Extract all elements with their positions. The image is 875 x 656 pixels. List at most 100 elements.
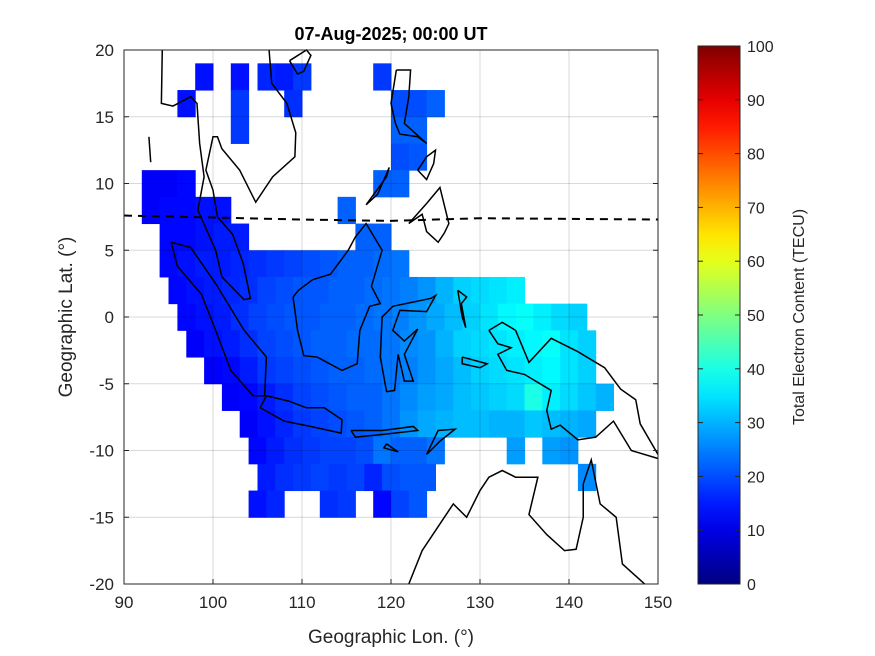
tec-cell <box>542 330 561 358</box>
tec-cell <box>346 276 365 305</box>
tec-cell <box>488 410 508 438</box>
tec-cell <box>364 410 383 438</box>
tec-cell <box>435 276 454 305</box>
coastline <box>288 49 312 75</box>
tec-cell <box>213 303 232 331</box>
x-tick-label: 130 <box>466 593 494 612</box>
tec-cell <box>328 410 347 438</box>
tec-cell <box>373 490 392 518</box>
tec-cell <box>373 223 392 251</box>
x-tick-label: 150 <box>644 593 672 612</box>
tec-cell <box>506 330 525 358</box>
tec-cell <box>355 437 374 465</box>
tec-cell <box>310 463 330 492</box>
tec-cell <box>346 383 365 411</box>
tec-cell <box>346 410 365 438</box>
tec-cell <box>159 223 178 251</box>
chart-title: 07-Aug-2025; 00:00 UT <box>294 24 487 44</box>
tec-cell <box>195 250 214 278</box>
tec-cell <box>141 170 161 198</box>
x-tick-label: 120 <box>377 593 405 612</box>
coastline <box>425 428 458 456</box>
tec-cell <box>275 410 294 438</box>
tec-cell <box>577 330 597 358</box>
tec-cell <box>435 330 454 358</box>
tec-cell <box>453 357 472 385</box>
tec-cell <box>408 90 428 118</box>
tec-cell <box>391 437 410 465</box>
colorbar-tick-label: 60 <box>747 254 765 271</box>
tec-cell <box>266 250 285 278</box>
tec-cell <box>275 383 294 411</box>
tec-cell <box>213 250 232 278</box>
tec-cell <box>302 437 321 465</box>
tec-cell <box>284 303 303 331</box>
colorbar-tick-label: 80 <box>747 147 765 164</box>
tec-cell <box>408 437 428 465</box>
y-tick-label: -20 <box>89 575 114 594</box>
tec-cell <box>177 90 196 118</box>
tec-cell <box>462 303 481 331</box>
coastline <box>292 222 383 372</box>
grid-lines <box>123 49 659 585</box>
tec-cell <box>293 357 312 385</box>
tec-cell <box>328 463 347 492</box>
tec-cell <box>506 357 525 385</box>
tec-cell <box>524 330 543 358</box>
y-tick-label: 5 <box>105 241 114 260</box>
tec-cell <box>275 463 294 492</box>
tec-cell <box>248 490 267 518</box>
tec-cell <box>515 303 534 331</box>
tec-cell <box>435 383 454 411</box>
tec-cell <box>293 63 312 91</box>
tec-cell <box>373 63 392 91</box>
axis-ticks: 90 100 110 120 130 140 150 20 15 10 5 0 -5 -10 -15 -20 <box>89 41 672 612</box>
tec-cell <box>230 90 250 118</box>
tec-cell <box>382 276 401 305</box>
tec-cell <box>444 303 463 331</box>
tec-cell <box>560 330 579 358</box>
tec-cell <box>524 383 543 411</box>
tec-cell <box>159 196 178 225</box>
tec-cell <box>221 330 241 358</box>
tec-cell <box>257 276 276 305</box>
tec-cell <box>408 116 428 144</box>
tec-cell <box>248 303 267 331</box>
tec-cell <box>391 170 410 198</box>
tec-cell <box>426 303 445 331</box>
tec-cell <box>141 196 161 225</box>
coastline <box>417 148 437 181</box>
x-tick-label: 140 <box>555 593 583 612</box>
coastline <box>488 329 659 460</box>
coastline <box>148 136 152 163</box>
tec-cell <box>488 357 508 385</box>
tec-cell <box>177 250 196 278</box>
colorbar-tick-label: 50 <box>747 308 765 325</box>
tec-cell <box>221 276 241 305</box>
colorbar-tick-label: 0 <box>747 577 756 594</box>
tec-cell <box>257 463 276 492</box>
tec-cell <box>319 490 339 518</box>
tec-cell <box>391 143 410 171</box>
x-tick-label: 90 <box>115 593 134 612</box>
tec-cell <box>435 357 454 385</box>
coastline <box>350 425 420 438</box>
coastline <box>160 49 297 301</box>
x-tick-label: 100 <box>199 593 227 612</box>
tec-cell <box>391 250 410 278</box>
tec-cell <box>293 330 312 358</box>
coastline <box>379 293 438 393</box>
y-tick-label: 15 <box>95 108 114 127</box>
tec-cell <box>542 383 561 411</box>
tec-cell <box>533 303 552 331</box>
tec-cell <box>266 437 285 465</box>
tec-cell <box>506 437 525 465</box>
tec-cell <box>328 330 347 358</box>
tec-cell <box>391 90 410 118</box>
tec-cell <box>204 357 223 385</box>
tec-cell <box>195 223 214 251</box>
y-tick-label: 10 <box>95 175 114 194</box>
tec-cell <box>480 303 499 331</box>
tec-cell <box>230 303 250 331</box>
